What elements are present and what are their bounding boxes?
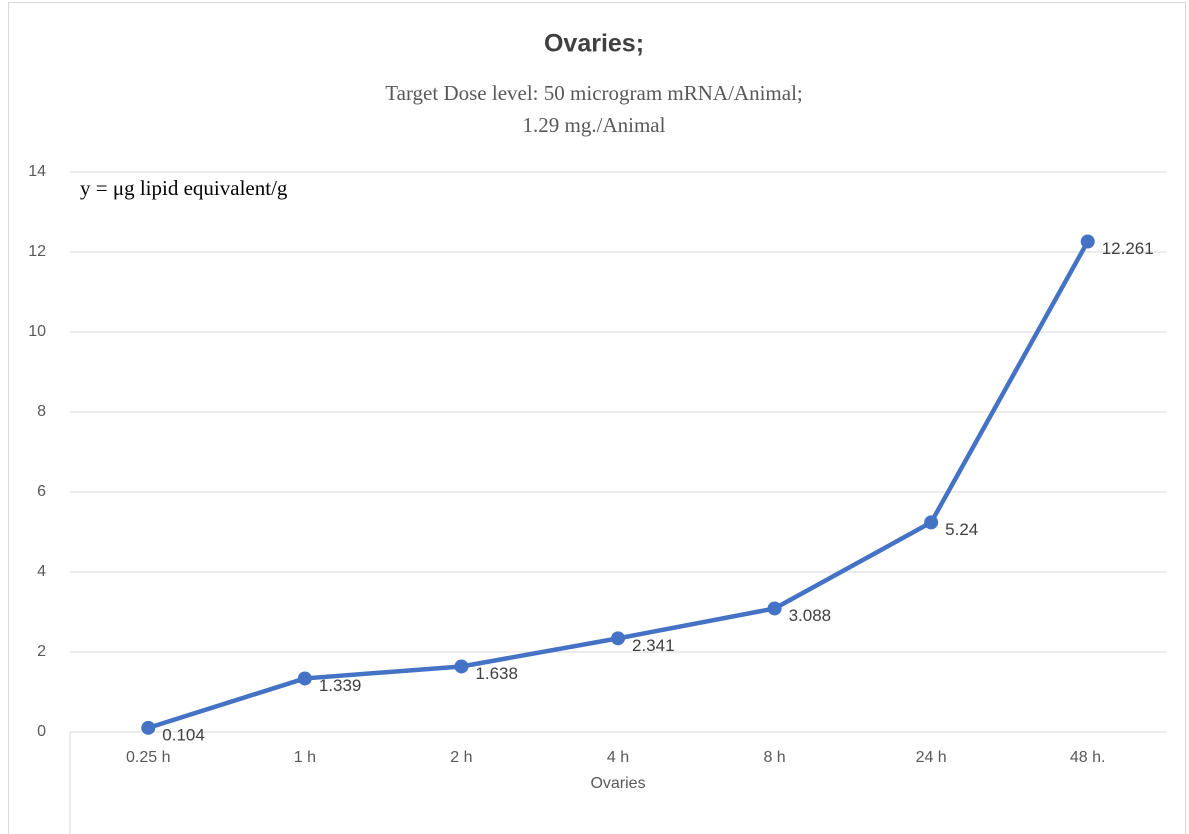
y-tick-label: 2	[37, 643, 46, 660]
y-tick-label: 6	[37, 483, 46, 500]
data-label: 1.638	[475, 664, 518, 683]
chart-title: Ovaries;	[544, 30, 644, 58]
x-tick-label: 0.25 h	[126, 749, 170, 766]
data-label: 5.24	[945, 520, 978, 539]
point	[141, 720, 156, 735]
point	[767, 601, 782, 616]
x-tick-label: 8 h	[763, 749, 785, 766]
y-tick-label: 4	[37, 563, 46, 580]
x-tick-label: 1 h	[294, 749, 316, 766]
data-label: 0.104	[162, 725, 205, 744]
point	[454, 659, 469, 674]
y-tick-label: 12	[28, 243, 46, 260]
y-tick-label: 10	[28, 323, 46, 340]
point	[924, 515, 939, 530]
y-tick-label: 14	[28, 163, 46, 180]
chart-subtitle: Target Dose level: 50 microgram mRNA/Ani…	[385, 81, 802, 105]
data-label: 1.339	[319, 676, 362, 695]
y-tick-label: 8	[37, 403, 46, 420]
x-tick-label: 4 h	[607, 749, 629, 766]
x-axis-label: Ovaries	[590, 775, 645, 792]
x-tick-label: 24 h	[916, 749, 947, 766]
data-label: 2.341	[632, 636, 675, 655]
x-tick-label: 48 h.	[1070, 749, 1106, 766]
point	[611, 631, 625, 646]
point	[297, 671, 312, 686]
chart-subtitle: 1.29 mg./Animal	[523, 113, 666, 137]
y-tick-label: 0	[37, 723, 46, 740]
x-tick-label: 2 h	[450, 749, 472, 766]
data-label: 3.088	[789, 606, 832, 625]
data-label: 12.261	[1102, 239, 1154, 258]
point	[1080, 234, 1095, 249]
annotation: y = μg lipid equivalent/g	[80, 176, 288, 200]
